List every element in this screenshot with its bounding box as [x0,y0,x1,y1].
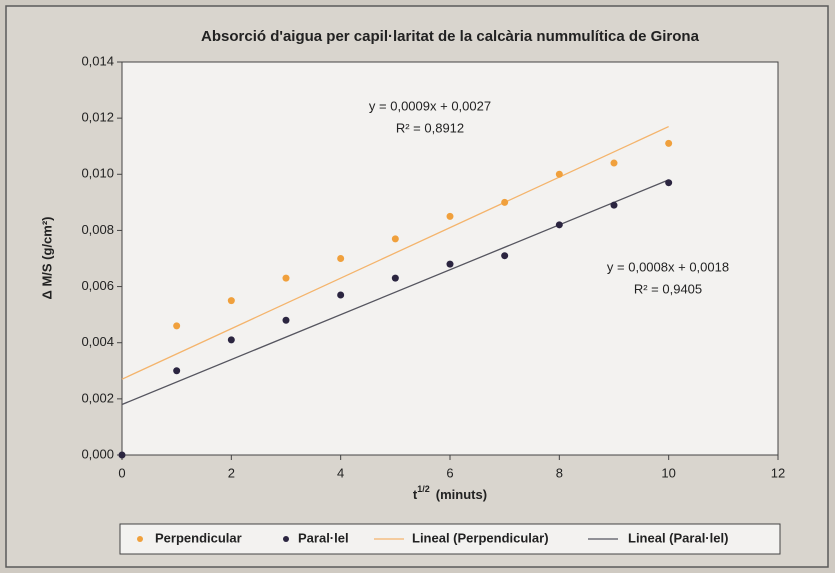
y-tick-label: 0,004 [81,334,114,349]
x-label-sup: 1/2 [417,484,430,494]
trend-equation: y = 0,0008x + 0,0018 [607,259,729,274]
x-axis-label: t1/2 (minuts) [413,484,487,502]
point [446,212,454,220]
x-tick-label: 6 [446,465,453,480]
point [227,336,235,344]
point [227,297,235,305]
point [337,255,345,262]
point [665,179,673,187]
y-tick-label: 0,010 [81,166,114,181]
point [391,274,399,282]
trend-r2: R² = 0,8912 [396,120,464,135]
point [501,198,509,206]
point [173,367,181,375]
point [555,221,563,229]
point [555,170,563,178]
trend-r2: R² = 0,9405 [634,281,702,296]
trendline [121,179,669,406]
legend-marker [283,536,289,542]
point [282,274,290,282]
x-tick-label: 8 [556,465,563,480]
point [391,235,399,243]
x-label-rest: (minuts) [436,487,487,502]
y-tick-label: 0,000 [81,446,114,461]
point [118,451,126,459]
trendline [121,125,669,380]
y-axis-label: Δ M/S (g/cm²) [39,216,54,299]
point [282,316,290,324]
point [446,260,454,268]
point [610,201,618,209]
legend-label: Lineal (Perpendicular) [412,530,549,545]
legend-box [119,523,781,555]
y-tick-label: 0,014 [81,53,114,68]
plot-area [121,61,779,456]
legend-marker [137,536,143,542]
legend-label: Perpendicular [155,530,242,545]
x-tick-label: 12 [771,465,785,480]
point [501,252,509,260]
point [665,139,673,147]
x-tick-label: 4 [337,465,344,480]
chart-title: Absorció d'aigua per capil·laritat de la… [201,28,700,45]
x-tick-label: 0 [118,465,125,480]
x-label-base: t [413,487,418,502]
point [337,291,345,299]
y-tick-label: 0,008 [81,222,114,237]
point [610,159,618,167]
legend-label: Lineal (Paral·lel) [628,530,728,545]
point [173,322,181,330]
y-tick-label: 0,006 [81,278,114,293]
legend-label: Paral·lel [298,530,349,545]
y-tick-label: 0,002 [81,390,114,405]
x-tick-label: 10 [661,465,675,480]
y-tick-label: 0,012 [81,110,114,125]
x-tick-label: 2 [228,465,235,480]
trend-equation: y = 0,0009x + 0,0027 [369,98,491,113]
